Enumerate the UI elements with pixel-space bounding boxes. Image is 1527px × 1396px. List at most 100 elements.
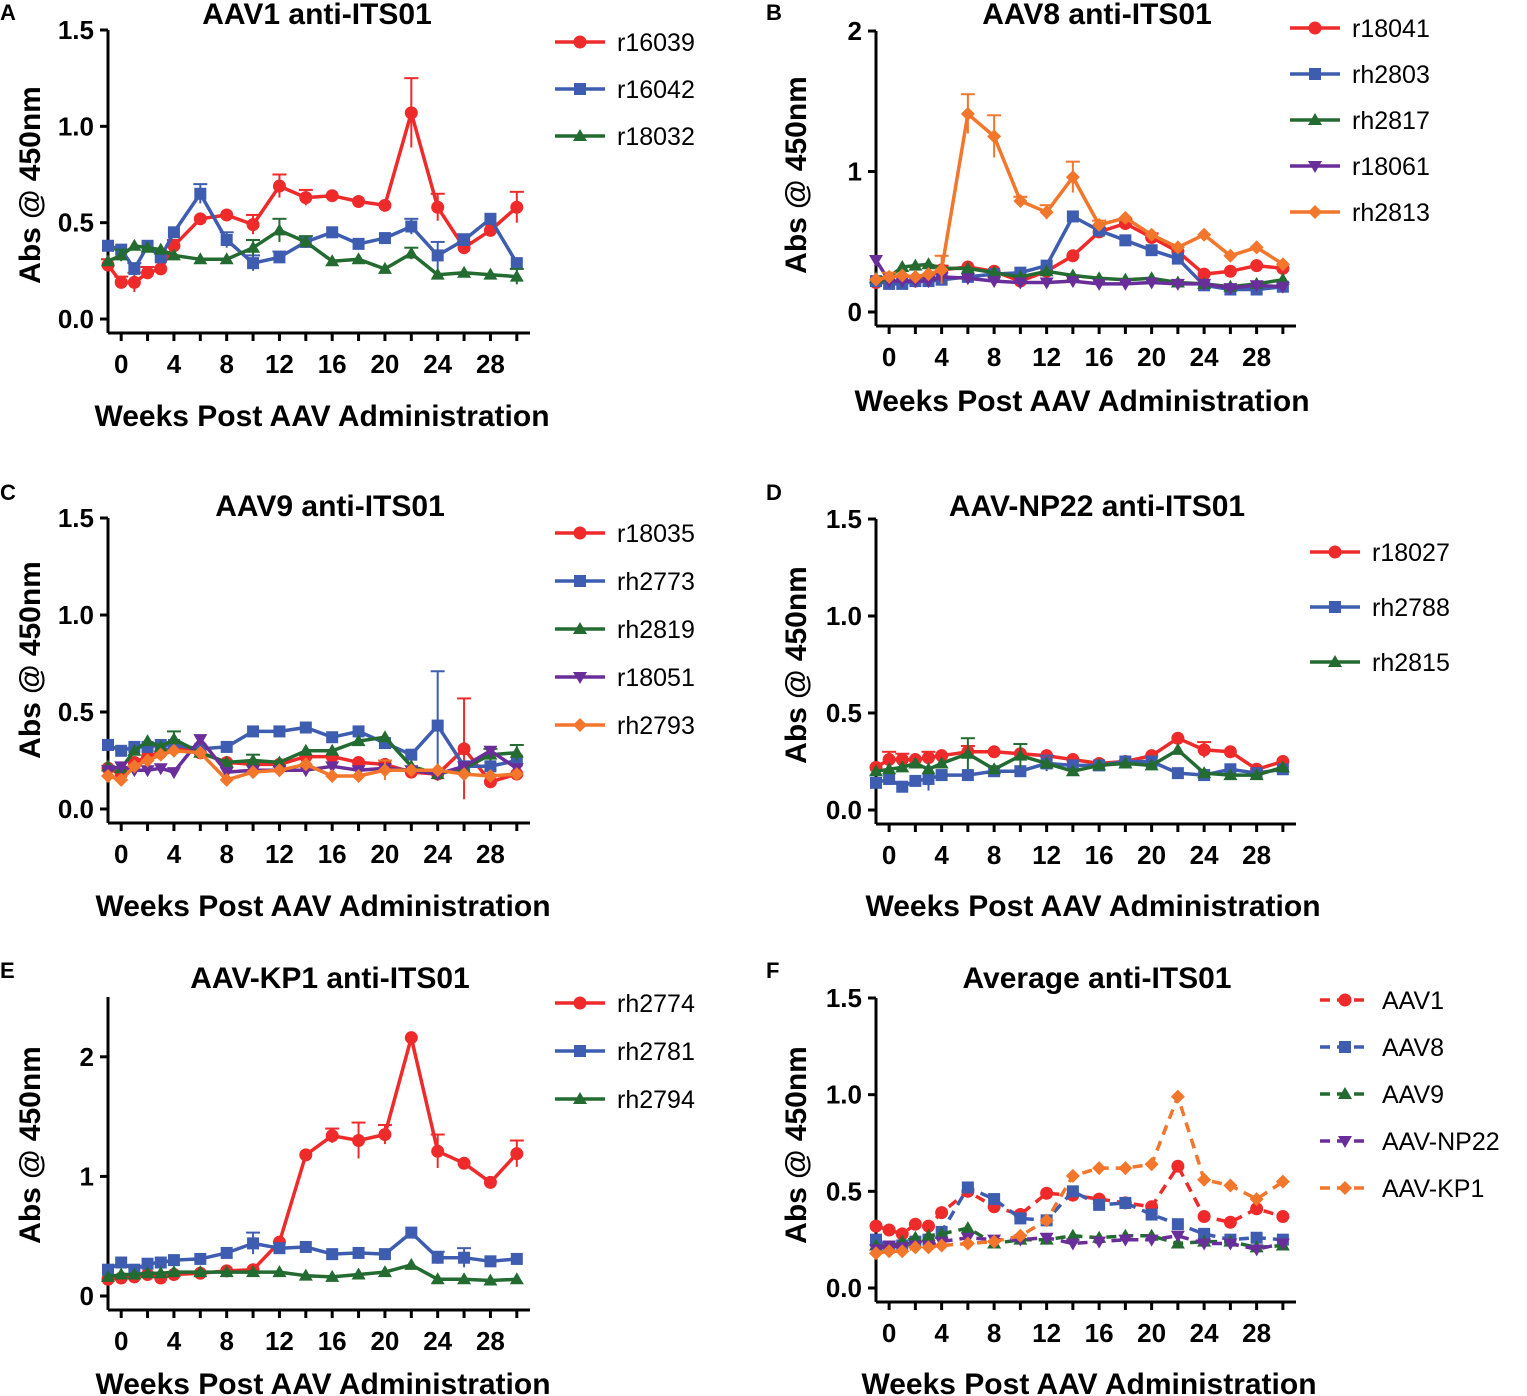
x-tick-label: 20 — [370, 349, 399, 379]
legend-item: rh2773 — [555, 568, 695, 596]
data-point — [193, 252, 208, 265]
plot-area: 0.0 0.5 1.0 1.5 0 4 8 12 16 20 24 28 r16039 r16042 r18… — [58, 15, 695, 379]
data-point — [1223, 248, 1238, 263]
data-point — [1065, 764, 1080, 777]
legend-item: rh2817 — [1290, 107, 1430, 135]
data-point — [961, 769, 974, 782]
data-point — [1066, 210, 1079, 223]
data-point — [299, 191, 313, 205]
x-tick-label: 16 — [318, 839, 347, 869]
series-rh2793 — [101, 743, 524, 787]
data-point — [1144, 1157, 1159, 1172]
data-point — [272, 755, 287, 768]
legend-marker — [1338, 993, 1352, 1007]
data-point — [921, 762, 936, 775]
legend-marker — [573, 672, 587, 684]
series-rh2813 — [869, 93, 1290, 287]
data-point — [140, 753, 155, 768]
legend-item: AAV-NP22 — [1320, 1128, 1500, 1156]
data-point — [377, 1265, 392, 1278]
data-point — [273, 1242, 286, 1255]
data-point — [1249, 240, 1264, 255]
x-tick-label: 20 — [1137, 342, 1166, 372]
data-point — [127, 743, 142, 756]
data-point — [1223, 745, 1237, 759]
x-tick-label: 16 — [1085, 1318, 1114, 1348]
x-axis-label: Weeks Post AAV Administration — [94, 400, 549, 433]
data-point — [1092, 278, 1107, 291]
series-line — [875, 1164, 1284, 1236]
data-point — [1223, 1238, 1238, 1251]
legend-marker — [573, 996, 587, 1010]
legend-item: r16042 — [555, 76, 695, 104]
legend-marker — [1309, 68, 1321, 80]
legend-item: rh2803 — [1290, 61, 1430, 89]
chart-title: AAV-KP1 anti-ITS01 — [190, 962, 470, 995]
data-point — [961, 1181, 974, 1194]
data-point — [114, 761, 129, 774]
x-tick-label: 16 — [1085, 840, 1114, 870]
data-point — [1066, 1185, 1079, 1198]
series-r18032 — [101, 217, 524, 285]
data-point — [153, 747, 168, 762]
data-point — [1170, 742, 1185, 755]
legend-item: r18061 — [1290, 153, 1430, 181]
data-point — [896, 780, 909, 793]
data-point — [960, 1221, 975, 1234]
data-point — [167, 226, 180, 239]
data-point — [220, 740, 233, 753]
data-point — [141, 266, 155, 280]
panel-letter: F — [766, 958, 779, 983]
x-tick-label: 28 — [476, 1326, 505, 1356]
data-point — [351, 769, 366, 784]
data-point — [194, 1252, 207, 1265]
panel-d: D AAV-NP22 anti-ITS01 Abs @ 450nm Weeks … — [766, 480, 1450, 923]
y-tick-label: 1.5 — [58, 503, 94, 533]
data-point — [1223, 283, 1238, 296]
data-point — [115, 744, 128, 757]
data-point — [1276, 1209, 1290, 1223]
legend-marker — [574, 1045, 586, 1057]
data-point — [922, 1219, 935, 1233]
data-point — [154, 1256, 167, 1269]
legend-marker — [1338, 1181, 1352, 1195]
data-point — [510, 1147, 524, 1161]
chart-title: Average anti-ITS01 — [963, 962, 1232, 995]
x-tick-label: 24 — [1190, 342, 1219, 372]
data-point — [1250, 1231, 1263, 1244]
data-point — [101, 254, 115, 267]
data-point — [1223, 264, 1237, 278]
data-point — [1093, 1198, 1106, 1211]
x-tick-label: 20 — [1137, 840, 1166, 870]
data-point — [114, 248, 129, 261]
data-point — [247, 725, 260, 738]
data-point — [167, 1254, 180, 1267]
data-point — [1119, 234, 1132, 247]
data-point — [325, 1129, 339, 1143]
data-point — [325, 769, 340, 784]
data-point — [247, 1237, 260, 1250]
data-point — [1118, 1161, 1133, 1176]
data-point — [1197, 1172, 1212, 1187]
data-point — [869, 272, 883, 287]
x-tick-label: 0 — [114, 349, 128, 379]
legend-item: r16039 — [555, 29, 695, 57]
data-point — [1145, 1208, 1158, 1221]
data-point — [404, 106, 418, 120]
data-point — [509, 745, 524, 758]
data-point — [298, 234, 313, 247]
y-tick-label: 0.0 — [826, 795, 862, 825]
legend-label: r18051 — [617, 664, 695, 692]
data-point — [1039, 756, 1054, 769]
data-point — [1040, 1186, 1054, 1200]
chart-title: AAV9 anti-ITS01 — [215, 490, 445, 523]
x-tick-label: 28 — [1242, 1318, 1271, 1348]
data-point — [483, 1175, 497, 1189]
data-point — [509, 1272, 524, 1285]
series-AAV-KP1 — [869, 1089, 1290, 1261]
x-tick-label: 24 — [423, 349, 452, 379]
data-point — [1171, 1159, 1185, 1173]
data-point — [908, 1230, 923, 1243]
data-point — [115, 1256, 128, 1269]
